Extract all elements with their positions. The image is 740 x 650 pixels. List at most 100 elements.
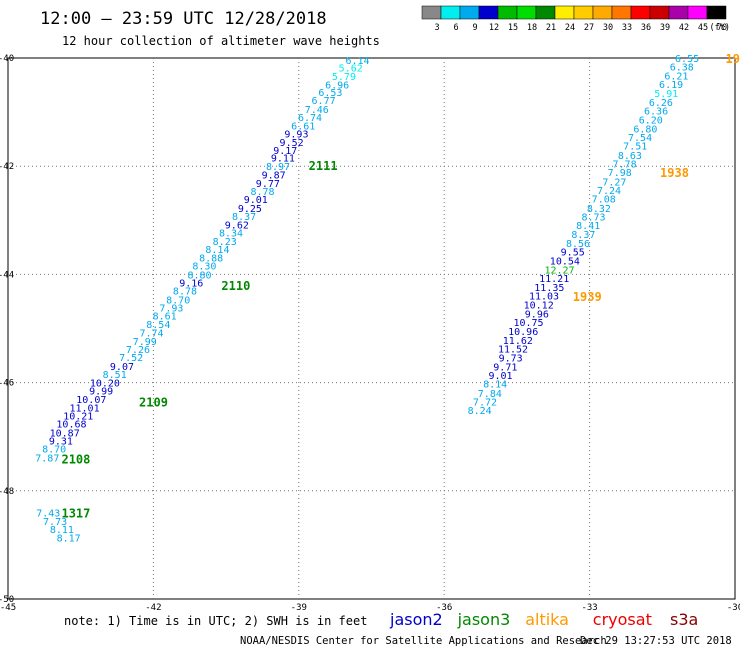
swh-value-label: 9.31: [49, 436, 73, 447]
swh-value-label: 6.20: [639, 116, 663, 127]
swh-value-label: 6.21: [664, 71, 688, 82]
swh-value-label: 8.51: [103, 370, 127, 381]
scale-swatch: [668, 5, 689, 20]
scale-swatch: [573, 5, 594, 20]
scale-swatch: [630, 5, 651, 20]
legend-jason2: jason2: [389, 610, 443, 629]
swh-value-label: 7.78: [613, 159, 637, 170]
x-tick-label: -39: [291, 603, 307, 613]
swh-value-label: 9.01: [244, 195, 268, 206]
x-tick-label: -33: [581, 603, 597, 613]
y-tick-label: -46: [0, 379, 14, 389]
swh-value-label: 6.53: [318, 88, 342, 99]
footer-timestamp: Dec 29 13:27:53 UTC 2018: [580, 635, 732, 647]
scale-swatch: [440, 5, 461, 20]
chart-title: 12:00 – 23:59 UTC 12/28/2018: [40, 9, 327, 29]
x-tick-label: -45: [0, 603, 16, 613]
swh-value-label: 6.14: [345, 56, 369, 67]
footer-note: note: 1) Time is in UTC; 2) SWH is in fe…: [64, 614, 367, 628]
scale-label: 18: [527, 23, 537, 33]
scale-label: 39: [660, 23, 670, 33]
swh-value-label: 8.80: [187, 270, 211, 281]
scale-label: 6: [453, 23, 458, 33]
swh-value-label: 8.73: [582, 213, 606, 224]
swh-value-label: 6.38: [670, 63, 694, 74]
scale-swatch: [535, 5, 556, 20]
swh-value-label: 8.97: [266, 162, 290, 173]
grid-lines: [8, 58, 735, 599]
scale-swatch: [497, 5, 518, 20]
legend-cryosat: cryosat: [593, 610, 652, 629]
legend-s3a: s3a: [670, 610, 698, 629]
scale-label: 45: [698, 23, 708, 33]
scale-label: 9: [472, 23, 477, 33]
y-tick-label: -50: [0, 595, 14, 605]
swh-value-label: 7.73: [43, 517, 67, 528]
swh-value-label: 8.34: [219, 229, 243, 240]
swh-value-label: 7.72: [473, 398, 497, 409]
swh-value-label: 9.16: [179, 279, 203, 290]
scale-label: 15: [508, 23, 518, 33]
swh-value-label: 8.41: [576, 221, 600, 232]
chart-subtitle: 12 hour collection of altimeter wave hei…: [62, 34, 380, 48]
swh-value-label: 8.56: [566, 239, 590, 250]
scale-swatch: [421, 5, 442, 20]
swh-value-label: 8.23: [213, 237, 237, 248]
swh-value-label: 7.98: [608, 168, 632, 179]
swh-value-label: 7.52: [119, 353, 143, 364]
swh-value-label: 9.11: [271, 154, 295, 165]
swh-value-label: 8.17: [57, 533, 81, 544]
swh-value-label: 10.54: [550, 256, 580, 267]
pass-number-label: 1938: [660, 166, 689, 180]
axis-ticks: -45 -42 -39 -36 -33 -30 -40 -42 -44 -46 -48 -50: [0, 54, 740, 613]
x-tick-label: -36: [436, 603, 452, 613]
swh-value-label: 5.91: [654, 89, 678, 100]
swh-value-label: 5.79: [332, 72, 356, 83]
swh-value-label: 9.17: [273, 146, 297, 157]
swh-value-label: 11.01: [69, 403, 99, 414]
swh-value-label: 6.55: [675, 54, 699, 65]
swh-value-label: 8.78: [173, 287, 197, 298]
swh-value-label: 6.74: [298, 113, 322, 124]
pass-number-label: 1939: [573, 290, 602, 304]
swh-value-label: 7.99: [133, 337, 157, 348]
swh-value-label: 10.68: [56, 420, 86, 431]
pass-number-label: 2111: [309, 159, 338, 173]
scale-swatch: [687, 5, 708, 20]
swh-value-label: 10.96: [508, 327, 538, 338]
swh-value-label: 11.21: [539, 274, 569, 285]
scale-swatch: [611, 5, 632, 20]
swh-value-label: 8.88: [199, 254, 223, 265]
swh-value-label: 9.52: [280, 138, 304, 149]
swh-value-label: 11.03: [529, 291, 559, 302]
swh-value-label: 7.27: [602, 177, 626, 188]
swh-value-label: 8.70: [166, 295, 190, 306]
satellite-legend: jason2 jason3 altika cryosat s3a: [389, 610, 698, 629]
swh-value-label: 10.12: [524, 301, 554, 312]
swh-value-label: 6.19: [659, 80, 683, 91]
swh-value-label: 11.52: [498, 345, 528, 356]
scale-label: 24: [565, 23, 575, 33]
swh-value-label: 11.35: [534, 283, 564, 294]
swh-value-label: 9.99: [89, 387, 113, 398]
swh-value-label: 7.84: [478, 389, 502, 400]
scale-label: 33: [622, 23, 632, 33]
swh-value-label: 7.24: [597, 186, 621, 197]
swh-color-scale: 3 6 9 12 15 18 21 24 27 30 33 36 39 42 45 70(ft): [421, 5, 730, 33]
swh-value-label: 6.36: [644, 106, 668, 117]
swh-value-label: 8.32: [587, 204, 611, 215]
scale-label: 36: [641, 23, 651, 33]
swh-value-label: 9.93: [284, 130, 308, 141]
swh-value-label: 8.14: [205, 245, 229, 256]
legend-jason3: jason3: [457, 610, 511, 629]
swh-value-label: 6.77: [312, 96, 336, 107]
swh-value-label: 8.37: [232, 212, 256, 223]
swh-value-label: 7.26: [126, 345, 150, 356]
swh-value-label: 9.01: [488, 371, 512, 382]
swh-value-label: 6.26: [649, 98, 673, 109]
swh-value-label: 7.08: [592, 195, 616, 206]
swh-value-label: 7.74: [139, 328, 163, 339]
scale-swatch: [706, 5, 727, 20]
scale-unit: (ft): [710, 23, 730, 33]
